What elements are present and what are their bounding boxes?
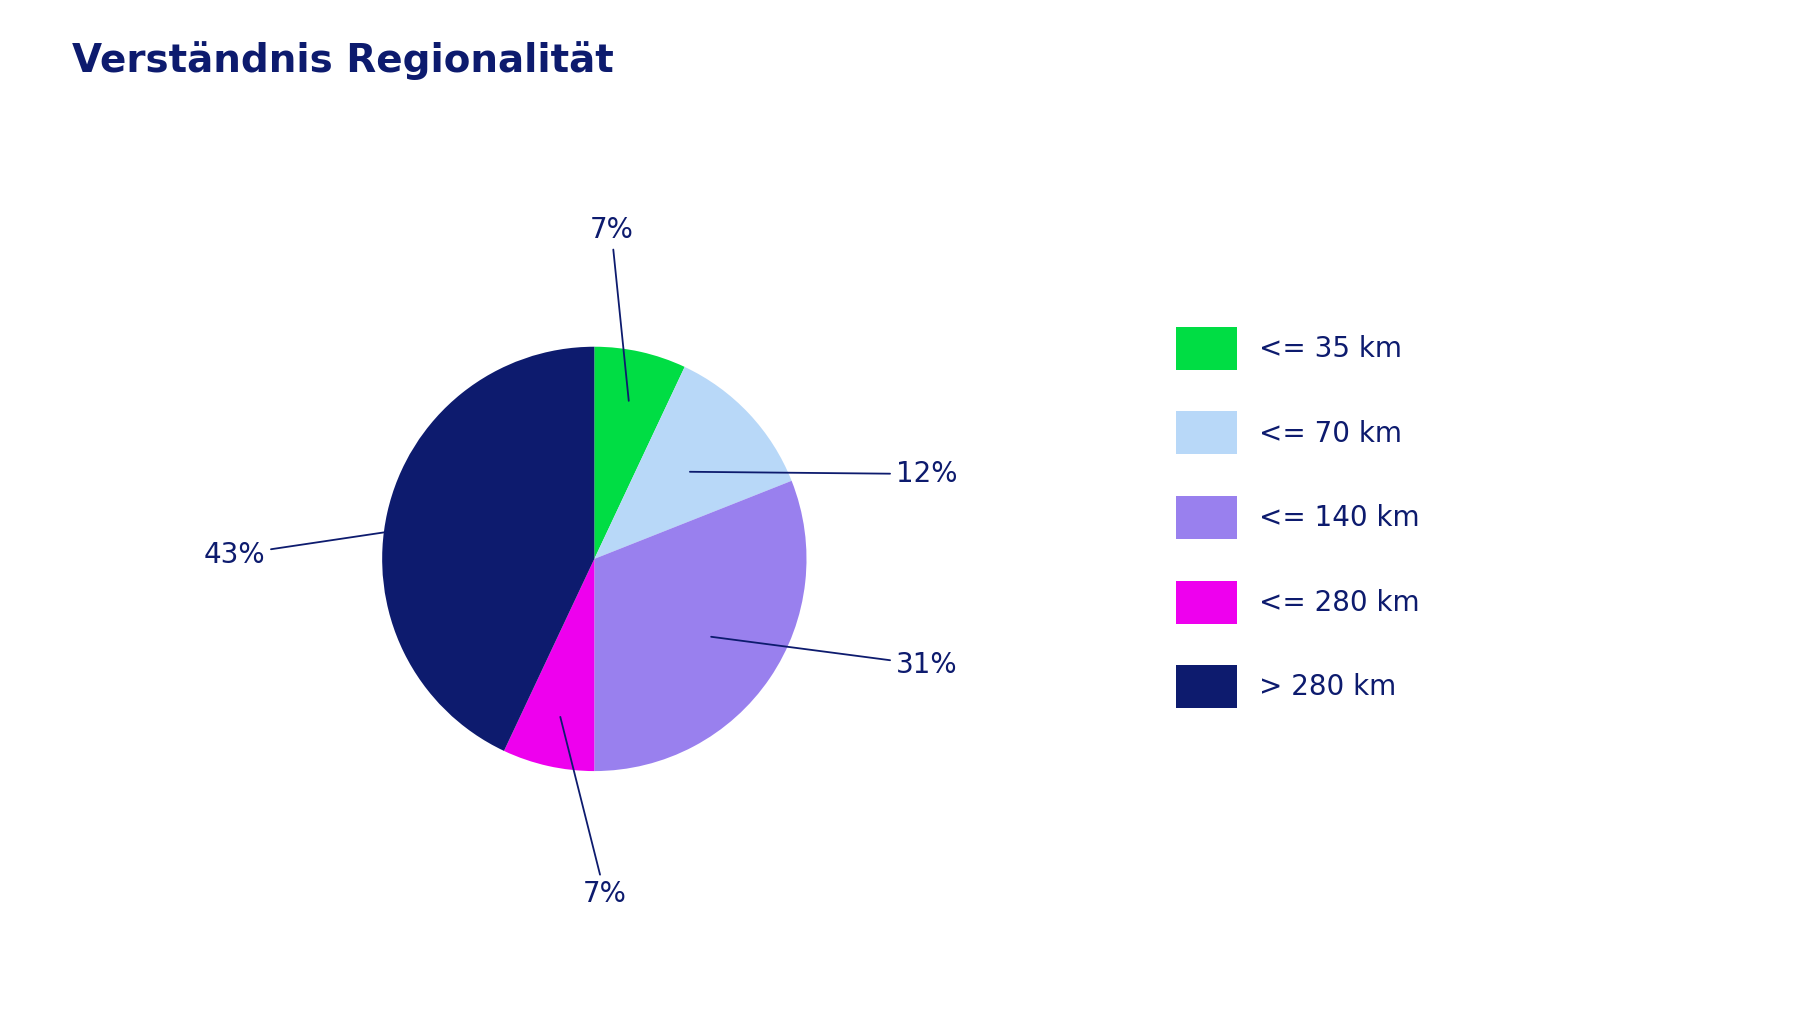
Text: 31%: 31% [711,637,958,679]
Wedge shape [594,367,792,559]
Wedge shape [594,347,684,559]
Text: 7%: 7% [589,216,634,401]
Wedge shape [504,559,594,771]
Text: 7%: 7% [560,717,627,908]
Text: Verständnis Regionalität: Verständnis Regionalität [72,41,614,81]
Text: 12%: 12% [690,460,956,489]
Wedge shape [594,481,807,771]
Legend: <= 35 km, <= 70 km, <= 140 km, <= 280 km, > 280 km: <= 35 km, <= 70 km, <= 140 km, <= 280 km… [1162,313,1434,722]
Wedge shape [382,347,594,750]
Text: 43%: 43% [204,525,436,568]
